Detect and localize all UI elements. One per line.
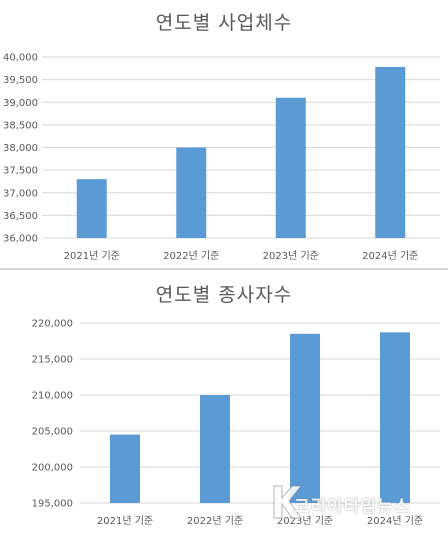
x-category-label: 2023년 기준 (277, 515, 333, 527)
watermark-text: 코리아타임뉴스 (294, 497, 411, 517)
y-tick-label: 215,000 (32, 355, 73, 366)
y-tick-label: 36,000 (3, 234, 38, 245)
bar-chart-employee-count: 195,000 200,000 205,000 210,000 215,000 220,0… (32, 319, 440, 527)
bar (380, 332, 410, 503)
chart-panel-business-count: 연도별 사업체수 36,000 36,500 37,000 37,500 38,000 3… (3, 12, 440, 262)
y-tick-label: 37,000 (3, 188, 38, 199)
bar (290, 333, 320, 503)
chart-panel-employee-count: 연도별 종사자수 195,000 200,000 205,000 210,000 215… (0, 270, 448, 536)
bar (110, 434, 140, 503)
x-category-label: 2021년 기준 (64, 250, 120, 262)
bar (375, 66, 406, 238)
bar (176, 147, 207, 238)
x-category-label: 2023년 기준 (263, 250, 319, 262)
y-tick-label: 205,000 (32, 427, 73, 438)
bar (275, 97, 306, 238)
y-tick-label: 39,000 (3, 98, 38, 109)
x-category-label: 2024년 기준 (362, 250, 418, 262)
watermark: 코리아타임뉴스 (270, 484, 446, 524)
y-tick-label: 195,000 (32, 499, 73, 510)
chart-title: 연도별 종사자수 (155, 284, 293, 306)
x-category-label: 2021년 기준 (97, 515, 153, 527)
y-tick-label: 40,000 (3, 53, 38, 64)
panel-divider (0, 268, 448, 270)
y-tick-label: 37,500 (3, 166, 38, 177)
y-tick-label: 220,000 (32, 319, 73, 330)
x-category-label: 2022년 기준 (163, 250, 219, 262)
k-logo-icon (273, 485, 302, 519)
x-category-label: 2024년 기준 (367, 515, 423, 527)
bar-chart-business-count: 36,000 36,500 37,000 37,500 38,000 38,500 39,0… (3, 53, 440, 262)
y-tick-label: 38,000 (3, 143, 38, 154)
y-tick-label: 36,500 (3, 211, 38, 222)
y-tick-label: 39,500 (3, 75, 38, 86)
y-tick-label: 38,500 (3, 120, 38, 131)
y-tick-label: 200,000 (32, 463, 73, 474)
x-category-label: 2022년 기준 (187, 515, 243, 527)
chart-title: 연도별 사업체수 (155, 12, 293, 34)
y-tick-label: 210,000 (32, 391, 73, 402)
bar (200, 395, 230, 503)
bar (76, 179, 107, 238)
